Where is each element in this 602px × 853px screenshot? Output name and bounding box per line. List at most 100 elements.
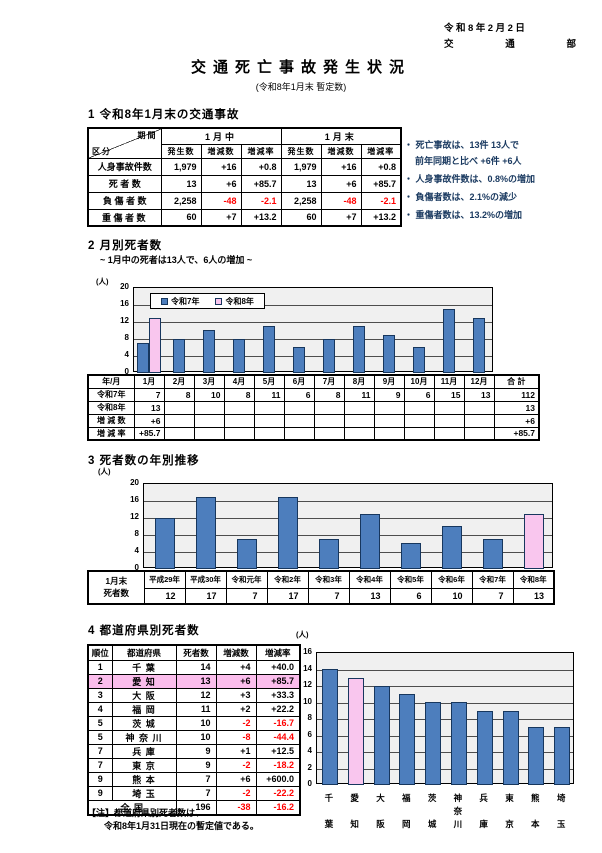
table-cell: +6 bbox=[133, 413, 165, 428]
column-header: 令和3年 bbox=[307, 570, 350, 589]
column-header: 7月 bbox=[313, 374, 345, 389]
column-header: 12月 bbox=[463, 374, 495, 389]
bar bbox=[263, 326, 275, 373]
y-axis-tick-label: 4 bbox=[134, 546, 139, 555]
table-cell: -22.2 bbox=[255, 785, 301, 801]
section2-heading: 2 月別死者数 bbox=[88, 240, 163, 252]
column-header: 発生数 bbox=[160, 143, 202, 159]
y-axis-tick-label: 12 bbox=[303, 680, 312, 689]
column-header: 順位 bbox=[87, 644, 113, 661]
x-axis-label-char: 葉 bbox=[324, 818, 334, 829]
chart-plot-area bbox=[143, 483, 553, 569]
x-axis-label-char: 福 bbox=[402, 793, 411, 803]
x-axis-label: 東京 bbox=[502, 794, 518, 828]
table-cell bbox=[313, 400, 345, 415]
bar bbox=[476, 711, 493, 785]
table-cell bbox=[433, 400, 465, 415]
x-axis-label-char: 千 bbox=[324, 793, 334, 803]
gridline bbox=[317, 719, 573, 720]
x-axis-label-char: 京 bbox=[505, 818, 514, 829]
column-header: 令和元年 bbox=[225, 570, 268, 589]
y-axis-tick-label: 14 bbox=[303, 663, 312, 673]
legend-label: 令和7年 bbox=[171, 296, 200, 306]
table-cell bbox=[163, 400, 195, 415]
bar bbox=[203, 330, 215, 373]
y-axis-tick-label: 16 bbox=[303, 647, 312, 656]
table-cell bbox=[313, 426, 345, 441]
table-cell bbox=[463, 400, 495, 415]
table-cell: -48 bbox=[320, 191, 362, 210]
section2-subheading: ~ 1月中の死者は13人で、6人の増加 ~ bbox=[100, 255, 253, 265]
corner-category-label: 区分 bbox=[92, 146, 112, 156]
x-axis-label-char: 大 bbox=[376, 793, 385, 803]
column-header: 令和7年 bbox=[471, 570, 514, 589]
y-axis-tick-label: 0 bbox=[307, 779, 312, 788]
row-label: 増 減 率 bbox=[87, 426, 135, 441]
table-cell: 7 bbox=[225, 587, 268, 605]
table-cell: +13.2 bbox=[360, 208, 402, 227]
gridline bbox=[317, 752, 573, 753]
bar bbox=[353, 326, 365, 373]
prefecture-cell: 千 葉 bbox=[111, 659, 177, 675]
prefecture-cell: 東 京 bbox=[111, 757, 177, 773]
column-header: 発生数 bbox=[280, 143, 322, 159]
table-cell bbox=[193, 426, 225, 441]
x-axis-label: 熊本 bbox=[527, 794, 543, 828]
bar bbox=[149, 318, 161, 373]
y-axis-tick-label: 16 bbox=[120, 299, 129, 308]
table-cell bbox=[223, 413, 255, 428]
column-header: 5月 bbox=[253, 374, 285, 389]
column-header: 令和5年 bbox=[389, 570, 432, 589]
table-cell bbox=[223, 400, 255, 415]
table-row: 12 17 7 17 7 13 6 10 7 13 bbox=[88, 587, 555, 605]
row-label: 死 者 数 bbox=[87, 174, 162, 193]
table-cell: +85.7 bbox=[133, 426, 165, 441]
bar bbox=[321, 669, 338, 785]
column-header: 平成30年 bbox=[184, 570, 227, 589]
bar bbox=[373, 686, 390, 785]
note-line: ・ 死亡事故は、13件 13人で bbox=[404, 140, 520, 150]
period-header: 1月末 bbox=[280, 127, 402, 145]
page-title: 交通死亡事故発生状況 bbox=[190, 59, 411, 76]
table-cell bbox=[433, 426, 465, 441]
table-cell: +85.7 bbox=[493, 426, 540, 441]
bar bbox=[173, 339, 185, 373]
prefecture-cell: 熊 本 bbox=[111, 771, 177, 787]
column-header: 増減率 bbox=[240, 143, 282, 159]
table-cell bbox=[343, 426, 375, 441]
table-cell: +7 bbox=[320, 208, 362, 227]
rank-cell: 4 bbox=[87, 701, 113, 717]
chart-legend: 令和7年 令和8年 bbox=[150, 293, 265, 309]
x-axis-label-char: 庫 bbox=[479, 818, 488, 829]
row-label: 増 減 数 bbox=[87, 413, 135, 428]
table-row: 増 減 率 +85.7 +85.7 bbox=[87, 426, 540, 441]
table-cell bbox=[253, 400, 285, 415]
table-cell: 12 bbox=[175, 687, 217, 703]
y-axis-tick-label: 12 bbox=[130, 512, 139, 521]
row-label: 令和8年 bbox=[87, 400, 135, 415]
table-cell: +16 bbox=[320, 157, 362, 176]
prefecture-cell: 愛 知 bbox=[111, 673, 177, 689]
corner-period-label: 期間 bbox=[137, 131, 158, 140]
table-cell: +85.7 bbox=[360, 174, 402, 193]
gridline bbox=[317, 686, 573, 687]
table-cell: +0.8 bbox=[240, 157, 282, 176]
rank-cell: 5 bbox=[87, 715, 113, 731]
column-header: 合 計 bbox=[493, 374, 540, 389]
table-cell: 10 bbox=[193, 387, 225, 402]
y-axis-tick-label: 20 bbox=[120, 282, 129, 291]
monthly-deaths-table: 年/月 1月 2月 3月 4月 5月 6月 7月 8月 9月 10月 11月 12月合 計令和7年 7 8 1… bbox=[87, 374, 540, 441]
table-cell: 7 bbox=[175, 771, 217, 787]
table-cell: 11 bbox=[343, 387, 375, 402]
table-cell: 8 bbox=[313, 387, 345, 402]
column-header: 増減数 bbox=[215, 644, 257, 661]
table-cell: +1 bbox=[215, 743, 257, 759]
column-header: 6月 bbox=[283, 374, 315, 389]
y-axis-tick-label: 0 bbox=[124, 367, 129, 376]
table-cell: -48 bbox=[200, 191, 242, 210]
column-header: 令和4年 bbox=[348, 570, 391, 589]
prefecture-chart: (人) 0 2 4 6 8 10 12 14 16 千葉愛知大阪福岡茨城神奈川兵庫東京熊本埼玉 bbox=[294, 629, 600, 853]
